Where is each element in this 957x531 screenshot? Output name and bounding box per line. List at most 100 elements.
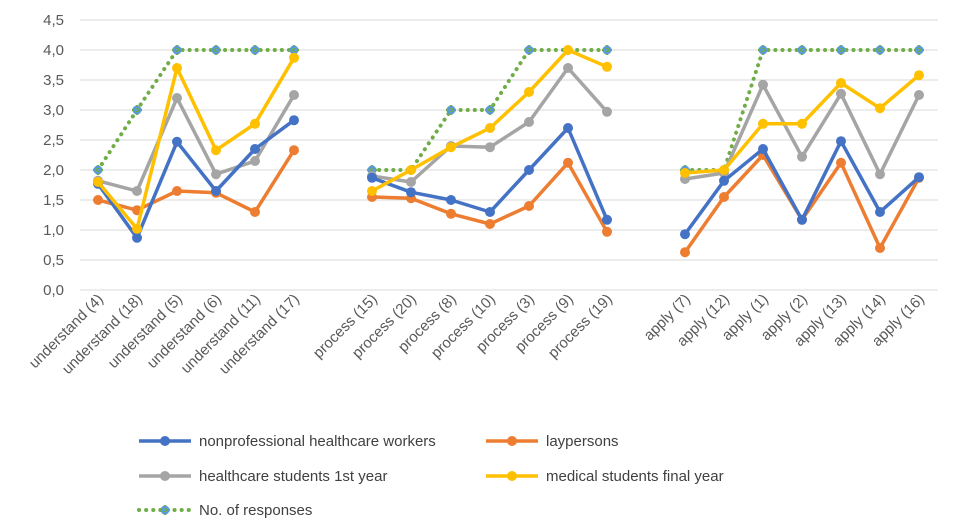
data-point-med xyxy=(211,145,221,156)
y-tick-label: 1,5 xyxy=(43,192,64,209)
data-point-nonprof xyxy=(132,232,142,243)
legend-item-nonprof: nonprofessional healthcare workers xyxy=(139,433,436,450)
data-point-nonprof xyxy=(485,207,495,217)
data-point-hcs xyxy=(914,90,924,100)
data-point-hcs xyxy=(132,186,142,196)
data-point-lay xyxy=(524,201,534,211)
data-point-lay xyxy=(446,208,456,219)
data-point-resp xyxy=(446,105,456,115)
data-point-lay xyxy=(93,195,103,205)
data-point-resp xyxy=(914,45,924,55)
data-point-med xyxy=(250,118,260,129)
gridlines xyxy=(80,19,938,291)
legend-marker xyxy=(507,471,517,481)
data-point-resp xyxy=(602,45,612,55)
legend-label: healthcare students 1st year xyxy=(199,468,387,485)
data-point-nonprof xyxy=(914,172,924,183)
legend-label: medical students final year xyxy=(546,468,724,485)
data-point-med xyxy=(367,186,377,196)
y-tick-label: 3,5 xyxy=(43,72,64,89)
y-tick-label: 1,0 xyxy=(43,222,64,239)
series-line-resp xyxy=(96,48,296,172)
data-point-hcs xyxy=(875,169,885,180)
data-point-hcs xyxy=(524,117,534,127)
data-point-med xyxy=(797,118,807,129)
data-point-resp xyxy=(485,105,495,115)
data-point-med xyxy=(132,223,142,234)
data-point-lay xyxy=(172,186,182,196)
legend-item-hcs: healthcare students 1st year xyxy=(139,468,387,485)
data-point-resp xyxy=(250,45,260,55)
data-point-nonprof xyxy=(680,229,690,240)
data-point-resp xyxy=(132,105,142,115)
data-point-resp xyxy=(797,45,807,55)
legend-label: nonprofessional healthcare workers xyxy=(199,433,436,450)
data-point-nonprof xyxy=(602,214,612,225)
series-line-hcs xyxy=(683,83,921,181)
data-point-nonprof xyxy=(289,115,299,126)
data-point-lay xyxy=(602,226,612,237)
data-point-resp xyxy=(172,45,182,55)
data-point-med xyxy=(914,70,924,81)
data-point-med xyxy=(680,168,690,178)
y-tick-label: 3,0 xyxy=(43,102,64,119)
legend-item-med: medical students final year xyxy=(486,468,724,485)
data-point-resp xyxy=(875,45,885,55)
data-point-hcs xyxy=(406,177,416,187)
legend-item-lay: laypersons xyxy=(486,433,619,450)
data-point-med xyxy=(289,52,299,63)
y-axis-ticks: 0,0 0,5 1,0 1,5 2,0 2,5 3,0 3,5 4,0 4,5 xyxy=(43,12,64,299)
data-point-lay xyxy=(719,192,729,202)
data-point-med xyxy=(563,45,573,55)
data-point-hcs xyxy=(797,151,807,162)
data-point-med xyxy=(836,78,846,88)
y-tick-label: 2,5 xyxy=(43,132,64,149)
data-point-nonprof xyxy=(797,214,807,225)
data-point-lay xyxy=(289,145,299,156)
data-point-nonprof xyxy=(719,175,729,186)
data-point-nonprof xyxy=(367,172,377,183)
data-point-resp xyxy=(289,45,299,55)
data-point-lay xyxy=(836,157,846,168)
data-point-lay xyxy=(485,219,495,229)
y-tick-label: 2,0 xyxy=(43,162,64,179)
y-tick-label: 4,0 xyxy=(43,42,64,59)
x-axis-ticks: understand (4)understand (18)understand … xyxy=(26,291,928,378)
data-point-med xyxy=(719,165,729,175)
data-point-nonprof xyxy=(446,195,456,205)
data-point-nonprof xyxy=(563,123,573,133)
legend-marker xyxy=(160,471,170,481)
y-tick-label: 0,5 xyxy=(43,252,64,269)
data-point-med xyxy=(524,87,534,97)
y-tick-label: 4,5 xyxy=(43,12,64,29)
legend-marker xyxy=(160,436,170,446)
data-point-med xyxy=(485,123,495,133)
legend-marker xyxy=(160,505,170,515)
plot-area xyxy=(93,45,924,258)
data-point-resp xyxy=(211,45,221,55)
data-point-med xyxy=(602,61,612,72)
legend-label: No. of responses xyxy=(199,502,312,519)
data-point-hcs xyxy=(250,156,260,166)
y-tick-label: 0,0 xyxy=(43,282,64,299)
data-point-hcs xyxy=(836,88,846,99)
series-line-lay xyxy=(96,148,296,214)
data-point-hcs xyxy=(172,93,182,103)
legend-label: laypersons xyxy=(546,433,619,450)
data-point-resp xyxy=(836,45,846,55)
data-point-lay xyxy=(680,247,690,258)
data-point-lay xyxy=(875,243,885,253)
data-point-nonprof xyxy=(250,144,260,154)
data-point-hcs xyxy=(563,63,573,73)
legend: nonprofessional healthcare workers layper… xyxy=(137,433,724,519)
data-point-med xyxy=(758,118,768,129)
data-point-lay xyxy=(250,207,260,217)
data-point-resp xyxy=(524,45,534,55)
series-line-med xyxy=(96,56,296,231)
series-line-hcs xyxy=(96,93,296,193)
data-point-nonprof xyxy=(172,136,182,147)
data-point-lay xyxy=(563,157,573,168)
data-point-hcs xyxy=(602,106,612,117)
data-point-nonprof xyxy=(406,187,416,198)
